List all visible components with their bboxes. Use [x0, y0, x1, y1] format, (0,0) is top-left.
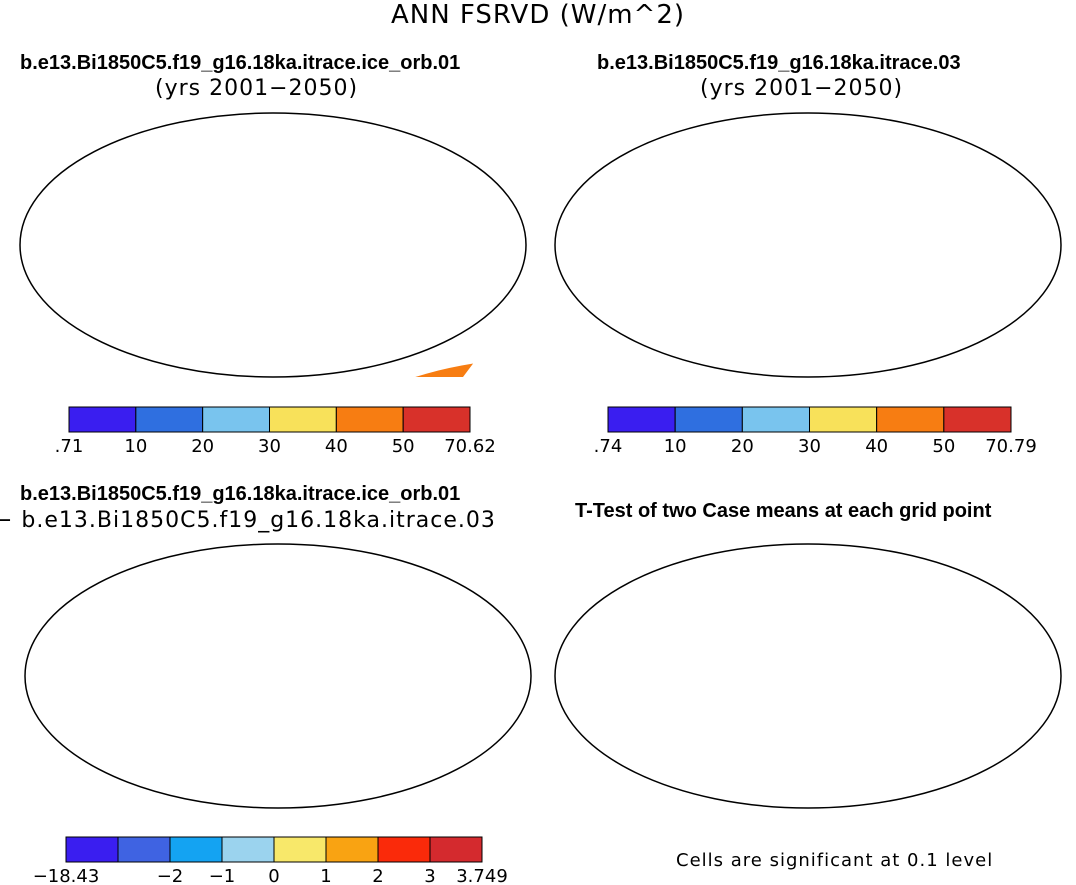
- colorbar-swatch: [607, 406, 676, 433]
- colorbar-swatch: [335, 406, 404, 433]
- panel-2-map: [554, 112, 1062, 378]
- figure-title: ANN FSRVD (W/m^2): [390, 0, 686, 30]
- colorbar-tick-label: 30: [798, 436, 821, 457]
- colorbar-tick-label: 20: [731, 436, 754, 457]
- colorbar-tick-label: 70.62: [444, 436, 496, 457]
- colorbar-tick-label: −2: [157, 866, 184, 885]
- colorbar-swatch: [943, 406, 1012, 433]
- colorbar-swatch: [65, 836, 119, 863]
- colorbar-panel-1: .71 10 20 30 40 50 70.62: [55, 406, 496, 457]
- colorbar-tick-label: 0: [268, 866, 279, 885]
- colorbar-swatch: [273, 836, 327, 863]
- colorbar-tick-label: −18.43: [33, 866, 100, 885]
- colorbar-tick-label: 10: [664, 436, 687, 457]
- colorbar-tick-label: 50: [392, 436, 415, 457]
- colorbar-swatch: [741, 406, 810, 433]
- colorbar-tick-label: .71: [55, 436, 84, 457]
- colorbar-tick-label: 3.749: [456, 866, 508, 885]
- colorbar-panel-3: −18.43 −2 −1 0 1 2 3 3.749: [33, 836, 508, 885]
- colorbar-tick-label: 40: [865, 436, 888, 457]
- colorbar-swatch: [377, 836, 431, 863]
- panel-3-map: [24, 543, 532, 809]
- colorbar-swatch: [876, 406, 945, 433]
- colorbar-panel-2: .74 10 20 30 40 50 70.79: [594, 406, 1037, 457]
- colorbar-swatch: [809, 406, 878, 433]
- colorbar-tick-label: 10: [124, 436, 147, 457]
- colorbar-swatch: [68, 406, 137, 433]
- colorbar-swatch: [135, 406, 204, 433]
- colorbar-swatch: [402, 406, 471, 433]
- colorbar-tick-label: 50: [932, 436, 955, 457]
- panel-2-title: b.e13.Bi1850C5.f19_g16.18ka.itrace.03: [597, 52, 961, 74]
- colorbar-tick-label: 20: [191, 436, 214, 457]
- colorbar-swatch: [325, 836, 379, 863]
- colorbar-swatch: [169, 836, 223, 863]
- colorbar-tick-label: 70.79: [985, 436, 1037, 457]
- significance-note: Cells are significant at 0.1 level: [676, 850, 994, 871]
- panel-2-subtitle: (yrs 2001−2050): [700, 76, 904, 101]
- colorbar-tick-label: .74: [594, 436, 623, 457]
- colorbar-swatch: [202, 406, 271, 433]
- colorbar-swatch: [429, 836, 483, 863]
- colorbar-tick-label: −1: [209, 866, 236, 885]
- colorbar-tick-label: 40: [325, 436, 348, 457]
- colorbar-tick-label: 1: [320, 866, 331, 885]
- panel-1-subtitle: (yrs 2001−2050): [155, 76, 359, 101]
- colorbar-tick-label: 30: [258, 436, 281, 457]
- panel-1-title: b.e13.Bi1850C5.f19_g16.18ka.itrace.ice_o…: [20, 52, 461, 74]
- panel-1-map: [19, 112, 527, 378]
- colorbar-swatch: [117, 836, 171, 863]
- colorbar-swatch: [221, 836, 275, 863]
- panel-3-title: b.e13.Bi1850C5.f19_g16.18ka.itrace.ice_o…: [20, 483, 461, 505]
- panel-4-map: [554, 543, 1062, 809]
- colorbar-tick-label: 2: [372, 866, 383, 885]
- panel-4-title: T-Test of two Case means at each grid po…: [575, 500, 992, 522]
- colorbar-tick-label: 3: [424, 866, 435, 885]
- colorbar-swatch: [674, 406, 743, 433]
- panel-3-subtitle: − b.e13.Bi1850C5.f19_g16.18ka.itrace.03: [0, 508, 496, 533]
- colorbar-swatch: [269, 406, 337, 433]
